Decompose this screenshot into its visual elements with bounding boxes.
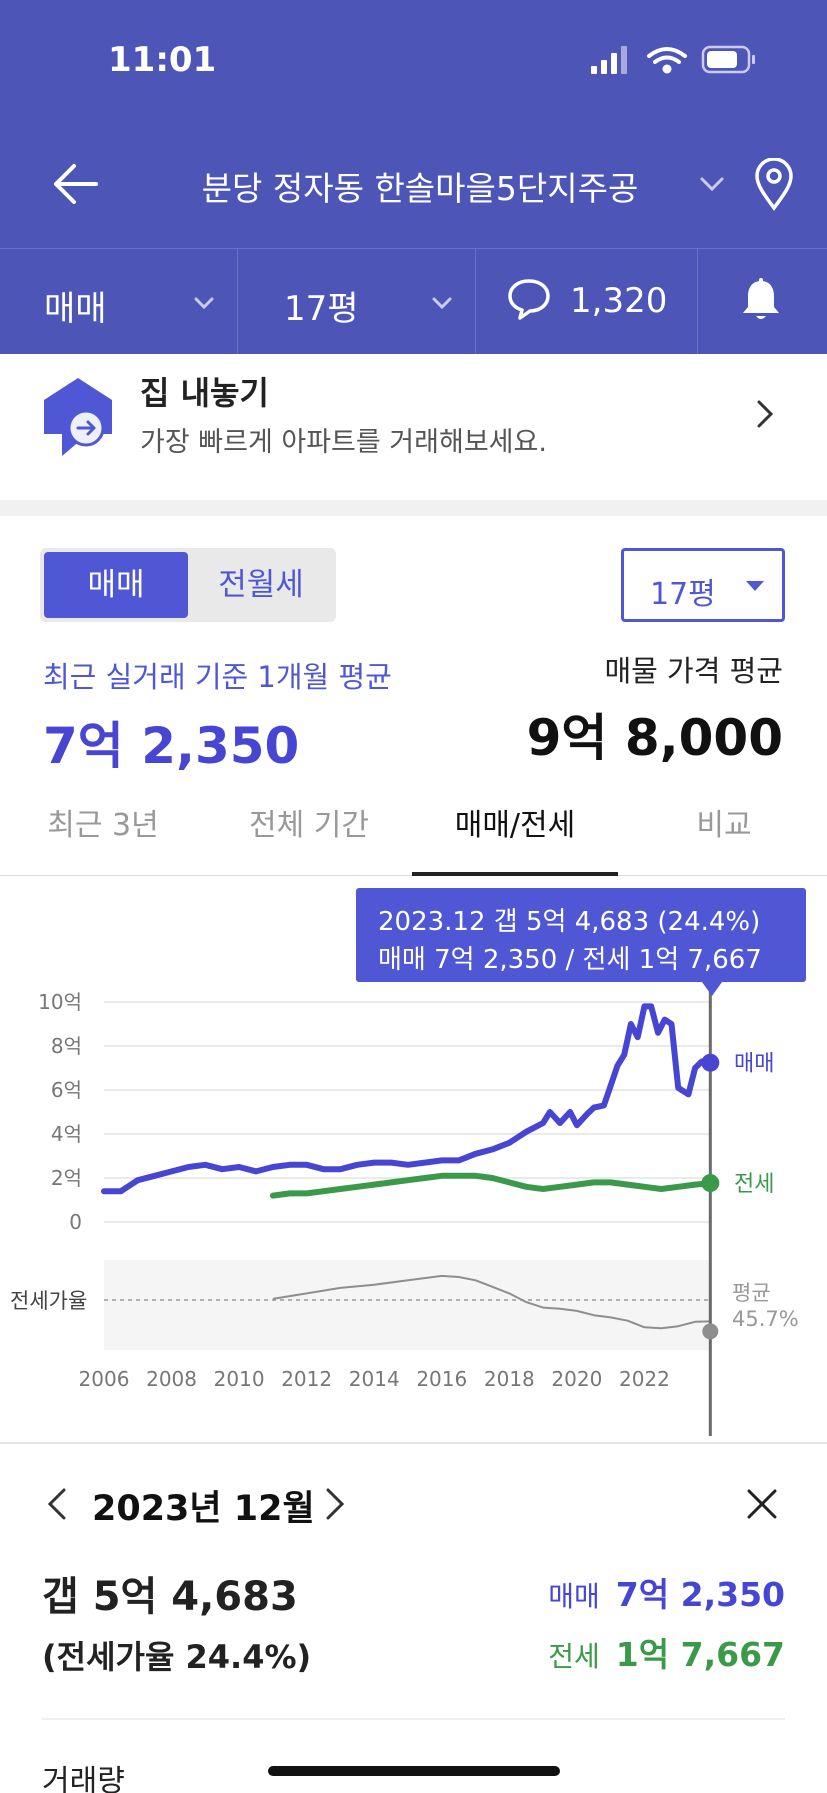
- ratio-current-dot: [702, 1323, 719, 1340]
- chevron-down-icon[interactable]: [698, 170, 726, 198]
- size-select-value: 17평: [650, 577, 716, 612]
- chevron-right-icon[interactable]: [324, 1486, 346, 1522]
- x-tick-label: 2008: [146, 1367, 197, 1391]
- chart-grid: [104, 1001, 712, 1223]
- deal-type-label: 매매: [44, 289, 107, 329]
- x-axis-ticks: 2006 2008 2010 2012 2014 2016 2018 2020 2022: [79, 1367, 670, 1391]
- y-axis-ticks: 10억 8억 6억 4억 2억 0: [38, 990, 82, 1234]
- signal-icon: [591, 46, 627, 74]
- series-jeonse-line: [269, 1172, 714, 1199]
- detail-jeonse-value: 1억 7,667: [615, 1635, 785, 1674]
- detail-jeonse-label: 전세: [548, 1640, 600, 1673]
- bell-icon: [743, 278, 779, 319]
- x-tick-label: 2010: [214, 1367, 265, 1391]
- caret-down-icon: [746, 581, 764, 591]
- tooltip-line1: 2023.12 갭 5억 4,683 (24.4%): [378, 907, 760, 937]
- filter-bar: 매매 17평 1,320: [0, 248, 827, 355]
- ratio-axis-label: 전세가율: [10, 1289, 87, 1313]
- status-icons: [591, 45, 755, 74]
- chevron-left-icon[interactable]: [46, 1486, 68, 1522]
- chart-bottom-divider: [0, 1442, 827, 1444]
- x-tick-label: 2014: [349, 1367, 400, 1391]
- tab-recent-3y[interactable]: 최근 3년: [47, 808, 159, 843]
- x-tick-label: 2020: [551, 1367, 602, 1391]
- sell-title: 집 내놓기: [140, 374, 269, 412]
- chevron-right-icon: [757, 400, 774, 428]
- house-arrow-icon: [44, 378, 112, 456]
- home-indicator: [268, 1766, 560, 1776]
- x-tick-label: 2006: [79, 1367, 130, 1391]
- back-arrow-icon[interactable]: [50, 160, 100, 208]
- ratio-avg-value: 45.7%: [732, 1307, 799, 1331]
- tooltip-line2: 매매 7억 2,350 / 전세 1억 7,667: [378, 945, 762, 975]
- y-tick-label: 4억: [51, 1122, 82, 1146]
- comments-button[interactable]: 1,320: [476, 249, 698, 355]
- tab-all-period[interactable]: 전체 기간: [249, 808, 369, 843]
- ratio-avg-label: 평균: [732, 1281, 771, 1305]
- chevron-down-icon: [194, 297, 214, 310]
- month-detail-panel: 2023년 12월 갭 5억 4,683 (전세가율 24.4%) 매매 7억 2…: [0, 1444, 827, 1793]
- recent-avg-value: 7억 2,350: [43, 717, 300, 775]
- x-tick-label: 2018: [484, 1367, 535, 1391]
- series-ratio-line: [272, 1274, 711, 1330]
- sale-current-dot: [701, 1053, 720, 1072]
- listing-avg-value: 9억 8,000: [526, 709, 783, 767]
- period-tabs: 최근 3년 전체 기간 매매/전세 비교: [0, 790, 827, 876]
- app-header: 11:01 분당 정자동 한솔마을5단지주공: [0, 0, 827, 355]
- detail-gap: 갭 5억 4,683: [42, 1574, 298, 1620]
- y-tick-label: 10억: [38, 990, 82, 1014]
- y-tick-label: 6억: [51, 1078, 82, 1102]
- status-time: 11:01: [108, 40, 217, 80]
- y-tick-label: 0: [69, 1210, 82, 1234]
- x-tick-label: 2012: [281, 1367, 332, 1391]
- volume-label: 거래량: [42, 1764, 125, 1793]
- tab-compare[interactable]: 비교: [696, 808, 752, 843]
- section-divider: [0, 500, 827, 516]
- price-chart[interactable]: 10억 8억 6억 4억 2억 0 2006 2008 2010 2012 2014 2016 201…: [0, 876, 827, 1436]
- deal-toggle: 매매 전월세: [40, 548, 336, 622]
- toggle-rent[interactable]: 전월세: [218, 567, 304, 603]
- listing-avg-label: 매물 가격 평균: [604, 654, 783, 688]
- series-label-jeonse: 전세: [734, 1172, 774, 1197]
- deal-type-filter[interactable]: 매매: [0, 249, 238, 355]
- apartment-title[interactable]: 분당 정자동 한솔마을5단지주공: [201, 169, 639, 208]
- title-bar: 분당 정자동 한솔마을5단지주공: [0, 140, 827, 230]
- detail-ratio: (전세가율 24.4%): [42, 1638, 312, 1676]
- tab-sale-jeonse[interactable]: 매매/전세: [412, 790, 618, 876]
- jeonse-current-dot: [701, 1174, 720, 1193]
- recent-avg-label: 최근 실거래 기준 1개월 평균: [43, 660, 392, 694]
- size-filter[interactable]: 17평: [238, 249, 476, 355]
- notification-button[interactable]: [698, 249, 827, 355]
- size-select[interactable]: 17평: [621, 548, 785, 622]
- detail-sale-label: 매매: [548, 1580, 600, 1613]
- x-tick-label: 2016: [416, 1367, 467, 1391]
- location-pin-icon[interactable]: [752, 158, 796, 212]
- chart-tooltip: 2023.12 갭 5억 4,683 (24.4%) 매매 7억 2,350 /…: [356, 888, 806, 996]
- detail-sale-row: 매매 7억 2,350: [548, 1568, 785, 1616]
- series-label-sale: 매매: [734, 1052, 774, 1077]
- detail-sale-value: 7억 2,350: [615, 1575, 785, 1614]
- sell-home-banner[interactable]: 집 내놓기 가장 빠르게 아파트를 거래해보세요.: [0, 354, 827, 500]
- detail-jeonse-row: 전세 1억 7,667: [548, 1628, 785, 1676]
- comment-count: 1,320: [570, 281, 668, 321]
- x-tick-label: 2022: [619, 1367, 670, 1391]
- size-filter-label: 17평: [284, 289, 359, 329]
- detail-divider: [42, 1718, 785, 1720]
- series-sale-line: [101, 1003, 714, 1195]
- toggle-sale[interactable]: 매매: [44, 552, 188, 618]
- chevron-down-icon: [432, 297, 452, 310]
- wifi-icon: [647, 47, 687, 74]
- y-tick-label: 2억: [51, 1166, 82, 1190]
- detail-month: 2023년 12월: [92, 1489, 315, 1529]
- sell-subtitle: 가장 빠르게 아파트를 거래해보세요.: [140, 427, 547, 458]
- ratio-band: [104, 1260, 712, 1350]
- battery-icon: [701, 45, 755, 74]
- chat-bubble-icon: [508, 279, 550, 320]
- close-icon[interactable]: [746, 1488, 778, 1520]
- y-tick-label: 8억: [51, 1034, 82, 1058]
